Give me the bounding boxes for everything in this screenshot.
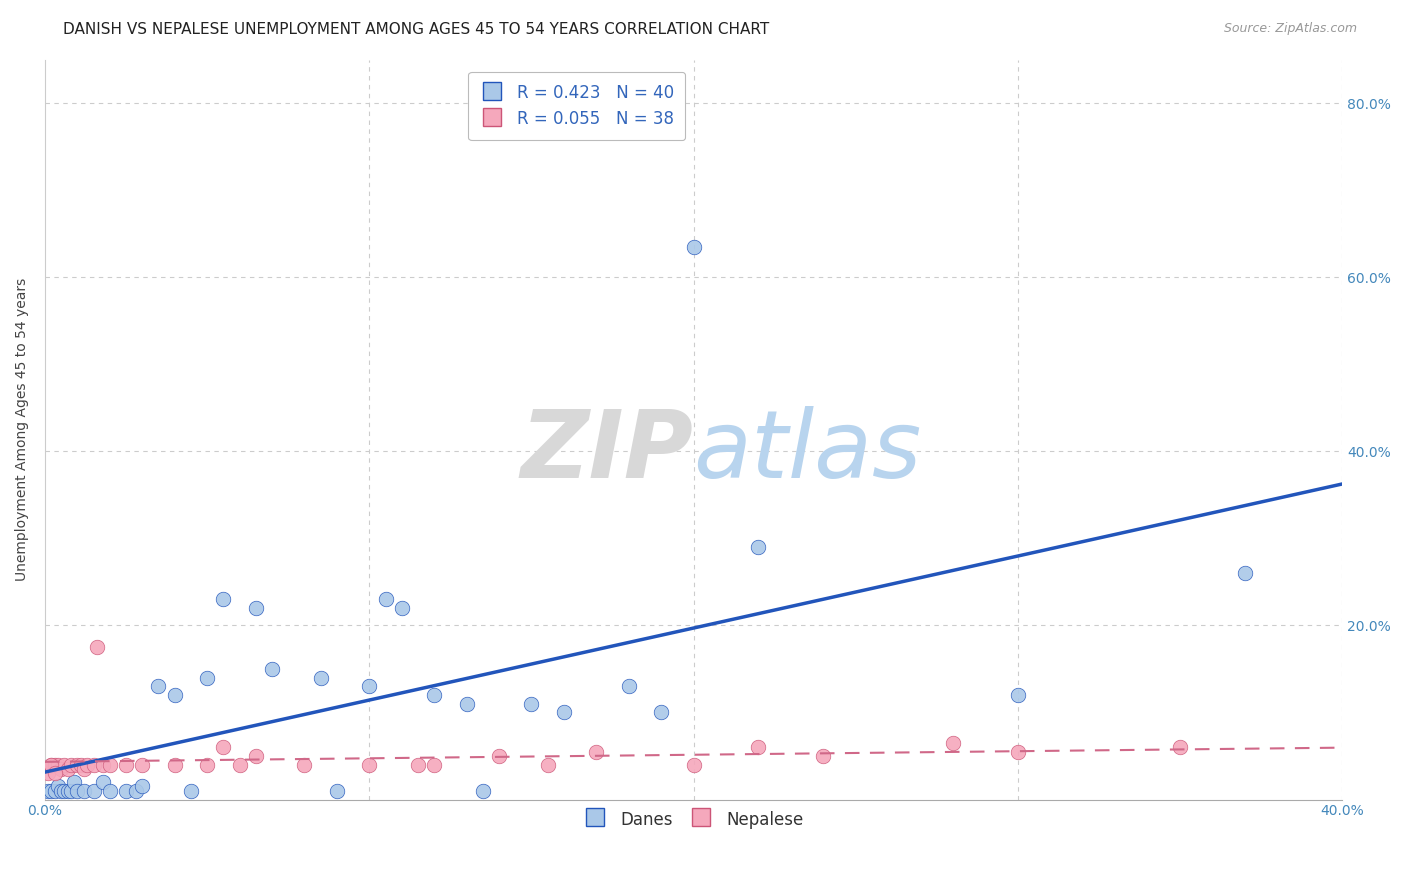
Y-axis label: Unemployment Among Ages 45 to 54 years: Unemployment Among Ages 45 to 54 years [15,278,30,582]
Point [125,784,148,798]
Point [617,679,640,693]
Point [585,745,607,759]
Point [163,757,186,772]
Point [41,784,63,798]
Point [51,784,73,798]
Point [66,757,89,772]
Point [553,706,575,720]
Point [46,757,69,772]
Point [1233,566,1256,581]
Point [326,784,349,798]
Point [359,757,381,772]
Point [46,780,69,794]
Point [423,757,446,772]
Point [131,757,153,772]
Point [98,757,121,772]
Point [1168,740,1191,755]
Point [212,740,235,755]
Point [83,784,105,798]
Point [86,640,108,655]
Legend: Danes, Nepalese: Danes, Nepalese [576,803,810,836]
Point [245,749,267,764]
Point [148,679,170,693]
Point [44,766,66,780]
Point [37,766,59,780]
Point [682,240,704,254]
Point [59,757,82,772]
Point [195,757,218,772]
Point [682,757,704,772]
Point [260,662,283,676]
Point [391,601,413,615]
Point [131,780,153,794]
Point [73,784,96,798]
Point [456,697,478,711]
Point [98,784,121,798]
Point [813,749,835,764]
Point [76,757,98,772]
Point [56,784,79,798]
Point [37,784,59,798]
Point [44,784,66,798]
Point [69,757,91,772]
Point [212,592,235,607]
Text: ZIP: ZIP [520,406,693,498]
Point [115,784,138,798]
Text: Source: ZipAtlas.com: Source: ZipAtlas.com [1223,22,1357,36]
Point [747,540,769,554]
Point [294,757,316,772]
Point [83,757,105,772]
Point [180,784,202,798]
Point [41,757,63,772]
Point [163,688,186,702]
Point [41,757,63,772]
Point [245,601,267,615]
Point [1007,688,1029,702]
Point [195,671,218,685]
Point [520,697,543,711]
Point [51,762,73,776]
Point [537,757,560,772]
Text: atlas: atlas [693,406,922,497]
Point [471,784,494,798]
Point [93,775,115,789]
Point [359,679,381,693]
Point [374,592,396,607]
Point [1007,745,1029,759]
Point [942,736,965,750]
Point [747,740,769,755]
Point [59,784,82,798]
Point [53,757,76,772]
Point [115,757,138,772]
Point [488,749,510,764]
Point [56,762,79,776]
Text: DANISH VS NEPALESE UNEMPLOYMENT AMONG AGES 45 TO 54 YEARS CORRELATION CHART: DANISH VS NEPALESE UNEMPLOYMENT AMONG AG… [63,22,769,37]
Point [309,671,332,685]
Point [423,688,446,702]
Point [406,757,429,772]
Point [93,757,115,772]
Point [53,784,76,798]
Point [650,706,672,720]
Point [44,757,66,772]
Point [73,762,96,776]
Point [63,775,86,789]
Point [228,757,250,772]
Point [66,784,89,798]
